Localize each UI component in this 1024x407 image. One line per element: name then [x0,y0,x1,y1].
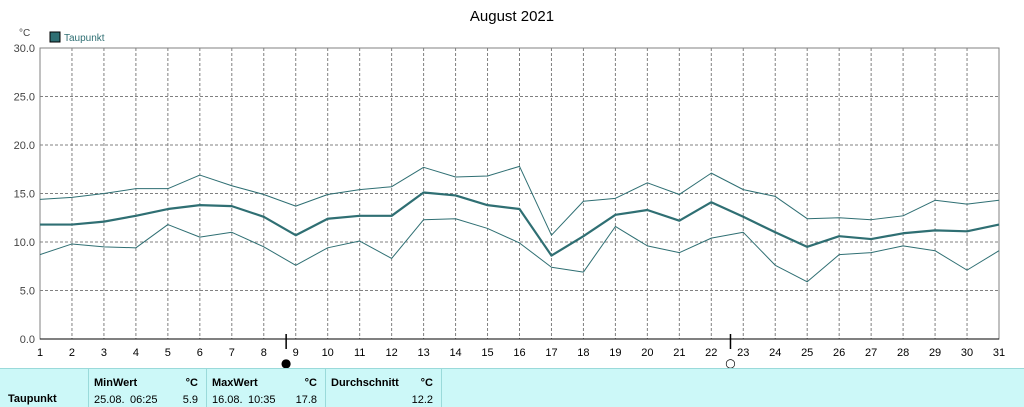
x-tick-label: 5 [165,347,171,359]
y-tick-label: 30.0 [14,43,35,55]
max-time: 10:35 [248,394,276,406]
series-lines [39,165,1000,283]
x-tick-label: 17 [545,347,557,359]
chart-title: August 2021 [470,8,554,25]
x-tick-label: 8 [261,347,267,359]
y-tick-label: 15.0 [14,189,35,201]
x-tick-label: 29 [929,347,941,359]
moon-phase-icon: ○ [725,356,735,368]
x-tick-label: 9 [293,347,299,359]
min-date: 25.08. [94,394,125,406]
min-label: MinWert [94,377,138,389]
x-tick-labels: 1 2 3 4 5 6 7 8 9 10 11 12 13 14 15 16 17 18 19 20 21 22 23 24 2… [37,347,1005,359]
x-tick-label: 18 [577,347,589,359]
x-tick-label: 14 [449,347,461,359]
x-tick-label: 24 [769,347,781,359]
x-tick-label: 6 [197,347,203,359]
avg-unit: °C [420,377,433,389]
stats-min-cell: MinWert °C 25.08. 06:25 5.9 [89,369,207,407]
x-tick-label: 28 [897,347,909,359]
x-tick-label: 19 [609,347,621,359]
dew-point-chart: August 2021 °C Taupunkt 0.05.010.015.020… [14,8,1006,368]
x-tick-label: 7 [229,347,235,359]
min-unit: °C [185,377,198,389]
series-line-max [39,165,1000,236]
series-line-min [39,218,1000,283]
y-tick-label: 5.0 [20,286,35,298]
min-time: 06:25 [130,394,158,406]
stats-row-label-cell: Taupunkt [0,369,89,407]
x-tick-label: 16 [513,347,525,359]
legend-label: Taupunkt [64,33,105,44]
x-tick-label: 12 [386,347,398,359]
x-tick-label: 15 [481,347,493,359]
stats-bar: Taupunkt MinWert °C 25.08. 06:25 5.9 Max… [0,368,1024,407]
stats-avg-cell: Durchschnitt °C 12.2 [326,369,442,407]
min-value: 5.9 [182,394,198,406]
avg-value: 12.2 [411,394,433,406]
y-axis-unit: °C [19,28,30,39]
y-tick-label: 10.0 [14,237,35,249]
x-tick-label: 11 [354,347,365,359]
x-tick-label: 3 [101,347,107,359]
axes [39,47,1000,340]
x-tick-label: 23 [737,347,749,359]
max-date: 16.08. [212,394,243,406]
x-tick-label: 26 [833,347,845,359]
max-unit: °C [304,377,317,389]
grid [40,47,999,339]
y-tick-label: 0.0 [20,334,35,346]
x-tick-label: 21 [673,347,685,359]
stats-row-label: Taupunkt [8,393,57,405]
x-tick-label: 1 [37,347,43,359]
x-tick-label: 2 [69,347,75,359]
y-tick-label: 25.0 [14,92,35,104]
x-tick-label: 20 [641,347,653,359]
x-tick-label: 22 [705,347,717,359]
x-tick-label: 10 [322,347,334,359]
y-tick-labels: 0.0 5.0 10.0 15.0 20.0 25.0 30.0 [14,43,35,346]
x-tick-label: 4 [133,347,139,359]
moon-markers: ● ○ [281,334,736,368]
x-tick-label: 27 [865,347,877,359]
x-tick-label: 31 [993,347,1005,359]
x-tick-label: 25 [801,347,813,359]
x-tick-label: 13 [417,347,429,359]
moon-phase-icon: ● [281,356,291,368]
y-tick-label: 20.0 [14,140,35,152]
stats-max-cell: MaxWert °C 16.08. 10:35 17.8 [207,369,326,407]
max-value: 17.8 [295,394,317,406]
avg-label: Durchschnitt [331,377,399,389]
legend-swatch [49,31,61,43]
max-label: MaxWert [212,377,258,389]
x-tick-label: 30 [961,347,973,359]
series-line-mean [40,191,1000,257]
